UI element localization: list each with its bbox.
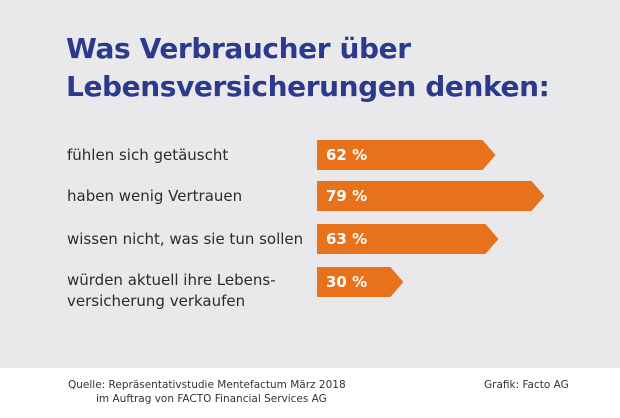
category-label: haben wenig Vertrauen [67, 186, 307, 207]
category-label: würden aktuell ihre Lebens-versicherung … [67, 270, 307, 312]
bar-value-label: 79 % [326, 187, 367, 205]
title-line-1: Was Verbraucher über [66, 32, 411, 65]
title-line-2: Lebensversicherungen denken: [66, 70, 550, 103]
bar [317, 267, 404, 297]
chart-panel: Was Verbraucher über Lebensversicherunge… [0, 0, 620, 368]
category-label-line: wissen nicht, was sie tun sollen [67, 229, 304, 248]
category-label-line: haben wenig Vertrauen [67, 186, 243, 205]
category-label-line: würden aktuell ihre Lebens- [67, 271, 276, 289]
source-line-1: Quelle: Repräsentativstudie Mentefactum … [68, 379, 346, 391]
category-label: fühlen sich getäuscht [67, 145, 307, 166]
bar [317, 181, 545, 211]
footer: Quelle: Repräsentativstudie Mentefactum … [0, 368, 620, 418]
bar [317, 224, 499, 254]
category-label-line: fühlen sich getäuscht [67, 145, 229, 164]
category-label-line: versicherung verkaufen [67, 292, 246, 310]
bar-value-label: 63 % [326, 230, 367, 248]
category-label: wissen nicht, was sie tun sollen [67, 229, 307, 250]
bar-chart: 62 % 79 % 63 % 30 % [317, 140, 545, 297]
bar-value-label: 62 % [326, 146, 367, 164]
source-line-2: im Auftrag von FACTO Financial Services … [96, 393, 327, 405]
graphic-credit: Grafik: Facto AG [484, 379, 569, 391]
bar-value-label: 30 % [326, 273, 367, 291]
bar [317, 140, 496, 170]
